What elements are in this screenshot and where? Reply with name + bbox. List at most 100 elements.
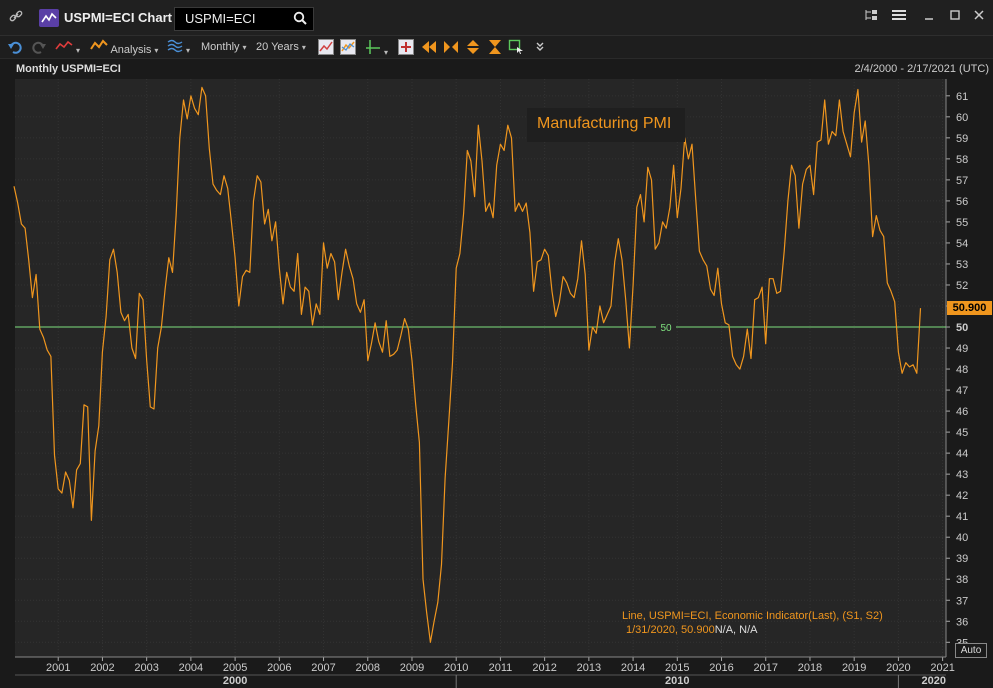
y-tick-label: 56	[956, 196, 968, 208]
reference-label-bg	[656, 321, 676, 334]
y-tick-label: 52	[956, 280, 968, 292]
reference-line-label: 50	[660, 323, 672, 334]
x-tick-label: 2012	[532, 662, 556, 674]
fit-vertical-icon[interactable]	[487, 39, 503, 55]
legend-na: N/A, N/A	[714, 624, 758, 636]
x-axis: 2001 2002 2003 2004 2005 2006 2007 2008 2009 2010…	[15, 656, 955, 688]
chart-annotation[interactable]: Manufacturing PMI	[527, 108, 685, 142]
period-label: 20 Years	[256, 41, 299, 53]
x-tick-label: 2013	[577, 662, 601, 674]
legend-value: 1/31/2020, 50.900	[626, 624, 715, 636]
line-style-icon[interactable]: ▾	[55, 39, 80, 55]
x-tick-label: 2008	[356, 662, 380, 674]
close-icon[interactable]	[968, 8, 990, 28]
y-tick-label: 58	[956, 154, 968, 166]
x-tick-label: 2015	[665, 662, 689, 674]
x-tick-label: 2016	[709, 662, 733, 674]
legend-last-value: 1/31/2020, 50.900N/A, N/A	[626, 624, 758, 636]
add-indicator-icon[interactable]	[398, 39, 414, 55]
zoom-horizontal-icon[interactable]	[443, 39, 459, 55]
y-tick-label: 61	[956, 91, 968, 103]
x-tick-label: 2011	[489, 662, 513, 674]
x-tick-label: 2017	[753, 662, 777, 674]
search-value: USPMI=ECI	[185, 11, 256, 26]
interval-label: Monthly	[201, 41, 240, 53]
x-tick-label: 2019	[842, 662, 866, 674]
x-tick-label: 2001	[46, 662, 70, 674]
decade-label: 2020	[922, 675, 946, 687]
y-tick-label: 42	[956, 490, 968, 502]
maximize-icon[interactable]	[944, 8, 966, 28]
scroll-left-icon[interactable]	[421, 39, 437, 55]
x-tick-label: 2014	[621, 662, 645, 674]
y-tick-label: 57	[956, 175, 968, 187]
auto-scale-button[interactable]: Auto	[955, 643, 987, 658]
x-tick-label: 2003	[134, 662, 158, 674]
x-tick-label: 2006	[267, 662, 291, 674]
x-tick-label: 2021	[930, 662, 954, 674]
decade-label: 2000	[223, 675, 247, 687]
y-tick-label: 60	[956, 112, 968, 124]
annotation-text: Manufacturing PMI	[537, 115, 672, 132]
y-tick-label: 46	[956, 406, 968, 418]
overlay-icon[interactable]: ▾	[167, 39, 190, 55]
y-tick-label: 55	[956, 217, 968, 229]
decade-label: 2010	[665, 675, 689, 687]
y-tick-label: 48	[956, 364, 968, 376]
chart-header: Monthly USPMI=ECI 2/4/2000 - 2/17/2021 (…	[0, 59, 993, 79]
linked-tree-icon[interactable]	[860, 8, 882, 28]
select-region-icon[interactable]	[508, 39, 524, 55]
minimize-icon[interactable]	[918, 8, 940, 28]
x-tick-label: 2004	[179, 662, 203, 674]
link-icon[interactable]	[9, 9, 29, 27]
more-tools-icon[interactable]	[535, 39, 545, 55]
y-tick-label: 41	[956, 511, 968, 523]
title-bar: USPMI=ECI Chart USPMI=ECI	[0, 0, 993, 36]
y-tick-label: 53	[956, 259, 968, 271]
symbol-search-input[interactable]: USPMI=ECI	[174, 7, 314, 31]
date-range: 2/4/2000 - 2/17/2021 (UTC)	[854, 63, 989, 75]
grid	[15, 79, 946, 657]
y-tick-label: 54	[956, 238, 968, 250]
legend-series-description: Line, USPMI=ECI, Economic Indicator(Last…	[622, 610, 883, 622]
y-tick-label: 50	[956, 322, 968, 334]
undo-icon[interactable]	[7, 39, 23, 55]
chart-app-icon	[39, 9, 59, 27]
y-axis: 3536373839404142434445464748495051525354…	[945, 79, 968, 657]
interval-dropdown[interactable]: Monthly ▾	[201, 41, 247, 53]
y-tick-label: 36	[956, 616, 968, 628]
y-tick-label: 37	[956, 595, 968, 607]
x-tick-label: 2010	[444, 662, 468, 674]
x-tick-label: 2020	[886, 662, 910, 674]
y-tick-label: 40	[956, 532, 968, 544]
x-tick-label: 2009	[400, 662, 424, 674]
analysis-menu[interactable]: Analysis ▾	[90, 39, 158, 56]
plot-area	[15, 79, 946, 657]
y-tick-label: 47	[956, 385, 968, 397]
y-tick-label: 59	[956, 133, 968, 145]
compare-chart-icon[interactable]	[340, 39, 356, 55]
window-title: USPMI=ECI Chart	[64, 10, 172, 25]
crosshair-icon[interactable]: ▾	[366, 40, 389, 57]
redo-icon[interactable]	[31, 39, 47, 55]
y-tick-label: 45	[956, 427, 968, 439]
series-uspmi[interactable]	[13, 86, 922, 643]
y-tick-label: 49	[956, 343, 968, 355]
chart-toolbar: ▾ Analysis ▾ ▾ Monthly ▾ 20 Years ▾ ▾	[0, 36, 993, 59]
series-line[interactable]	[13, 86, 922, 643]
y-tick-label: 44	[956, 448, 968, 460]
x-tick-label: 2005	[223, 662, 247, 674]
y-tick-label: 39	[956, 553, 968, 565]
reference-line-50: 50	[15, 321, 946, 334]
analysis-label: Analysis	[110, 44, 152, 56]
zoom-vertical-icon[interactable]	[465, 39, 481, 55]
x-tick-label: 2018	[798, 662, 822, 674]
y-tick-label: 38	[956, 574, 968, 586]
chart-type-icon[interactable]	[318, 39, 334, 55]
period-dropdown[interactable]: 20 Years ▾	[256, 41, 306, 53]
menu-icon[interactable]	[888, 8, 910, 28]
search-icon[interactable]	[293, 11, 307, 30]
x-tick-label: 2002	[90, 662, 114, 674]
y-tick-label: 43	[956, 469, 968, 481]
